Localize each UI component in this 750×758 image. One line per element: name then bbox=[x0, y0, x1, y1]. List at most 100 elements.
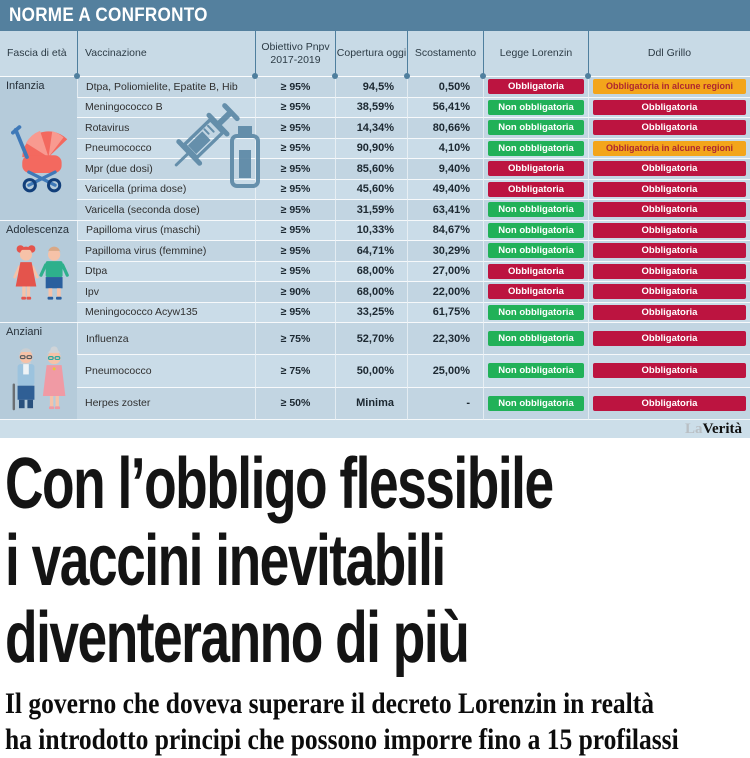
vaccine-name: Rotavirus bbox=[77, 118, 255, 139]
coverage-value: 45,60% bbox=[335, 179, 407, 200]
lorenzin-status-badge-cell: Obbligatoria bbox=[483, 282, 588, 303]
lorenzin-status-badge-cell: Non obbligatoria bbox=[483, 220, 588, 241]
target-value: ≥ 75% bbox=[255, 355, 335, 388]
subhead: Il governo che doveva superare il decret… bbox=[5, 686, 746, 758]
lorenzin-status-badge: Non obbligatoria bbox=[488, 363, 584, 379]
col-header-fascia-di-eta: Fascia di età bbox=[0, 31, 77, 77]
target-value: ≥ 95% bbox=[255, 302, 335, 323]
vaccine-name: Dtpa, Poliomielite, Epatite B, Hib bbox=[77, 77, 255, 98]
gap-value: 84,67% bbox=[407, 220, 483, 241]
gap-value: 9,40% bbox=[407, 159, 483, 180]
coverage-value: 90,90% bbox=[335, 138, 407, 159]
grillo-status-badge: Obbligatoria bbox=[593, 284, 746, 300]
subhead-line-2: ha introdotto principi che possono impor… bbox=[5, 723, 679, 756]
teens-icon bbox=[6, 241, 75, 315]
grillo-status-badge: Obbligatoria bbox=[593, 120, 746, 136]
infographic-title: NORME A CONFRONTO bbox=[9, 4, 208, 26]
gap-value: 22,00% bbox=[407, 282, 483, 303]
grillo-status-badge-cell: Obbligatoria bbox=[588, 282, 750, 303]
gap-value: 63,41% bbox=[407, 200, 483, 221]
age-group-label: Anziani bbox=[6, 326, 43, 338]
gap-value: 27,00% bbox=[407, 261, 483, 282]
vaccine-name: Meningococco Acyw135 bbox=[77, 302, 255, 323]
age-group-cell: Infanzia bbox=[0, 77, 77, 221]
grillo-status-badge-cell: Obbligatoria bbox=[588, 387, 750, 420]
gap-value: 49,40% bbox=[407, 179, 483, 200]
table-row: Varicella (prima dose) ≥ 95% 45,60% 49,40% O… bbox=[0, 179, 750, 200]
lorenzin-status-badge-cell: Non obbligatoria bbox=[483, 355, 588, 388]
table-row: Varicella (seconda dose) ≥ 95% 31,59% 63,41… bbox=[0, 200, 750, 221]
vaccine-name: Pneumococco bbox=[77, 355, 255, 388]
grillo-status-badge: Obbligatoria in alcune regioni bbox=[593, 140, 746, 156]
lorenzin-status-badge-cell: Obbligatoria bbox=[483, 159, 588, 180]
grillo-status-badge: Obbligatoria bbox=[593, 363, 746, 379]
table-row: Papilloma virus (femmine) ≥ 95% 64,71% 30,2… bbox=[0, 241, 750, 262]
headline-line-3: diventeranno di più bbox=[5, 598, 470, 678]
target-value: ≥ 95% bbox=[255, 97, 335, 118]
lorenzin-status-badge: Non obbligatoria bbox=[488, 99, 584, 115]
coverage-value: 85,60% bbox=[335, 159, 407, 180]
coverage-value: 50,00% bbox=[335, 355, 407, 388]
lorenzin-status-badge-cell: Non obbligatoria bbox=[483, 97, 588, 118]
article: Con l’obbligo flessibile i vaccini inevi… bbox=[0, 438, 750, 758]
target-value: ≥ 95% bbox=[255, 220, 335, 241]
lorenzin-status-badge: Non obbligatoria bbox=[488, 331, 584, 347]
table-row: Pneumococco ≥ 95% 90,90% 4,10% Non obbligato… bbox=[0, 138, 750, 159]
table-row: Dtpa ≥ 95% 68,00% 27,00% Obbligatoria Obbliga… bbox=[0, 261, 750, 282]
pram-icon bbox=[6, 123, 75, 193]
table-row: Mpr (due dosi) ≥ 95% 85,60% 9,40% Obbligator… bbox=[0, 159, 750, 180]
grillo-status-badge-cell: Obbligatoria bbox=[588, 323, 750, 356]
infographic-title-bar: NORME A CONFRONTO bbox=[0, 0, 750, 31]
table-row: Rotavirus ≥ 95% 14,34% 80,66% Non obbligator… bbox=[0, 118, 750, 139]
grillo-status-badge-cell: Obbligatoria in alcune regioni bbox=[588, 77, 750, 98]
vaccine-table: Fascia di età Vaccinazione Obiettivo Pnp… bbox=[0, 31, 750, 420]
lorenzin-status-badge-cell: Non obbligatoria bbox=[483, 302, 588, 323]
grillo-status-badge: Obbligatoria in alcune regioni bbox=[593, 79, 746, 95]
vaccine-name: Ipv bbox=[77, 282, 255, 303]
table-row: Meningococco Acyw135 ≥ 95% 33,25% 61,75% Non… bbox=[0, 302, 750, 323]
pram-icon-svg bbox=[10, 125, 67, 193]
grillo-status-badge-cell: Obbligatoria bbox=[588, 159, 750, 180]
col-header-legge-lorenzin: Legge Lorenzin bbox=[480, 31, 588, 79]
grillo-status-badge: Obbligatoria bbox=[593, 222, 746, 238]
vaccine-name: Meningococco B bbox=[77, 97, 255, 118]
grillo-status-badge: Obbligatoria bbox=[593, 263, 746, 279]
lorenzin-status-badge: Obbligatoria bbox=[488, 284, 584, 300]
gap-value: 4,10% bbox=[407, 138, 483, 159]
lorenzin-status-badge-cell: Non obbligatoria bbox=[483, 138, 588, 159]
headline-line-2: i vaccini inevitabili bbox=[5, 521, 446, 601]
grillo-status-badge: Obbligatoria bbox=[593, 181, 746, 197]
lorenzin-status-badge: Non obbligatoria bbox=[488, 202, 584, 218]
lorenzin-status-badge-cell: Obbligatoria bbox=[483, 261, 588, 282]
col-header-obiettivo-pnpv: Obiettivo Pnpv 2017-2019 bbox=[252, 31, 335, 79]
lorenzin-status-badge: Obbligatoria bbox=[488, 263, 584, 279]
headline: Con l’obbligo flessibile i vaccini inevi… bbox=[5, 446, 746, 677]
vaccine-name: Varicella (prima dose) bbox=[77, 179, 255, 200]
vaccine-name: Dtpa bbox=[77, 261, 255, 282]
lorenzin-status-badge: Non obbligatoria bbox=[488, 304, 584, 320]
subhead-line-1: Il governo che doveva superare il decret… bbox=[5, 687, 655, 720]
grillo-status-badge-cell: Obbligatoria bbox=[588, 200, 750, 221]
gap-value: 61,75% bbox=[407, 302, 483, 323]
grillo-status-badge: Obbligatoria bbox=[593, 202, 746, 218]
coverage-value: 94,5% bbox=[335, 77, 407, 98]
gap-value: 30,29% bbox=[407, 241, 483, 262]
lorenzin-status-badge-cell: Non obbligatoria bbox=[483, 241, 588, 262]
gap-value: 22,30% bbox=[407, 323, 483, 356]
grillo-status-badge-cell: Obbligatoria bbox=[588, 97, 750, 118]
lorenzin-status-badge-cell: Non obbligatoria bbox=[483, 387, 588, 420]
table-body: Infanzia Dtpa, Poliomielite, Epatite B, … bbox=[0, 77, 750, 420]
gap-value: 56,41% bbox=[407, 97, 483, 118]
lorenzin-status-badge-cell: Obbligatoria bbox=[483, 77, 588, 98]
lorenzin-status-badge-cell: Non obbligatoria bbox=[483, 323, 588, 356]
lorenzin-status-badge: Obbligatoria bbox=[488, 161, 584, 177]
vaccine-name: Pneumococco bbox=[77, 138, 255, 159]
lorenzin-status-badge-cell: Obbligatoria bbox=[483, 179, 588, 200]
coverage-value: 14,34% bbox=[335, 118, 407, 139]
grillo-status-badge: Obbligatoria bbox=[593, 304, 746, 320]
target-value: ≥ 50% bbox=[255, 387, 335, 420]
grillo-status-badge: Obbligatoria bbox=[593, 161, 746, 177]
age-group-cell: Anziani bbox=[0, 323, 77, 420]
grillo-status-badge-cell: Obbligatoria bbox=[588, 261, 750, 282]
